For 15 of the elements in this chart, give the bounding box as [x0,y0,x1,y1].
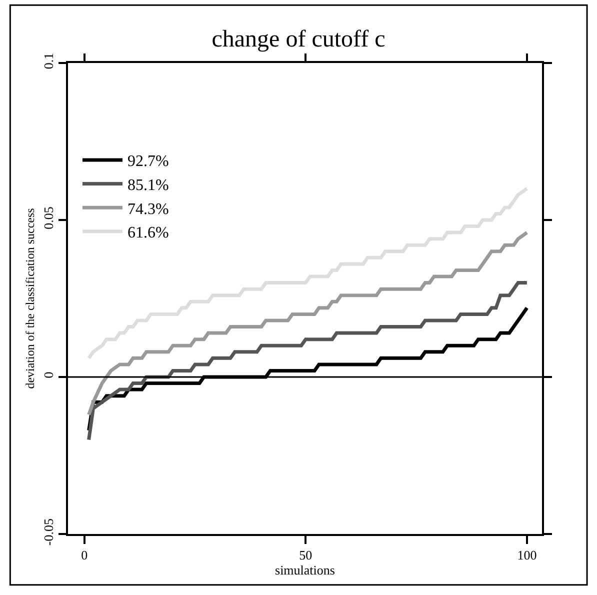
x-tick-label: 100 [517,547,537,562]
y-tick-label: -0.05 [41,518,56,546]
legend-label: 85.1% [127,177,169,194]
legend-label: 61.6% [127,224,169,242]
y-tick-label: 0 [41,372,56,378]
line-series [87,281,529,442]
y-axis-title: deviation of the classification success [22,208,37,389]
x-tick-label: 0 [81,547,88,562]
legend-label: 92.7% [127,153,169,170]
y-tick-label: 0.05 [41,206,56,230]
chart-title: change of cutoff c [212,26,386,52]
y-tick-label: 0.1 [41,52,56,70]
legend-label: 74.3% [127,200,169,218]
x-tick-label: 50 [299,547,312,562]
x-axis-title: simulations [275,562,335,578]
